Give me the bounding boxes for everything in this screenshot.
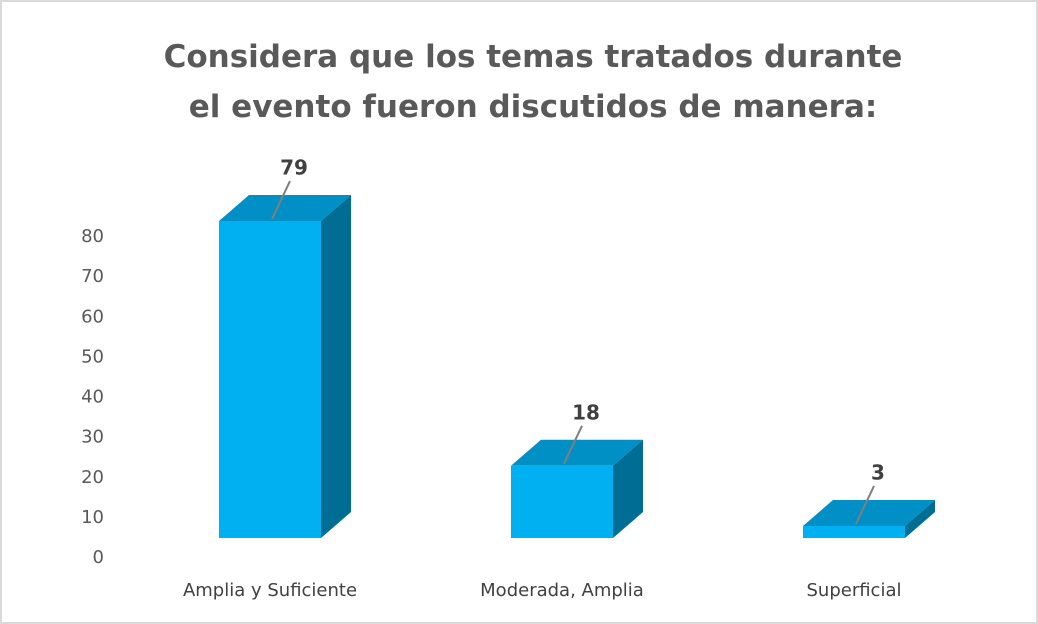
data-label: 79: [280, 156, 308, 180]
bar: [511, 465, 613, 538]
leader-line: [855, 485, 875, 525]
y-tick-label: 70: [81, 266, 104, 287]
y-tick-label: 30: [81, 427, 104, 448]
leader-line: [271, 180, 291, 220]
y-tick-label: 20: [81, 467, 104, 488]
bar-side: [905, 499, 935, 538]
leader-line: [563, 425, 583, 465]
x-tick-label: Superficial: [806, 580, 901, 601]
y-tick-label: 50: [81, 346, 104, 367]
x-tick-label: Amplia y Suficiente: [183, 580, 357, 601]
bar-top: [803, 499, 935, 526]
y-tick-label: 0: [93, 547, 104, 568]
bar-side: [321, 195, 351, 538]
y-tick-label: 10: [81, 507, 104, 528]
y-tick-label: 40: [81, 387, 104, 408]
data-label: 3: [871, 460, 885, 484]
data-label: 18: [572, 400, 600, 424]
bar-top: [511, 439, 643, 466]
x-tick-label: Moderada, Amplia: [480, 580, 644, 601]
bar-side: [613, 439, 643, 538]
bar: [219, 221, 321, 538]
chart-title: Considera que los temas tratados durante…: [163, 39, 903, 125]
bar-top: [219, 195, 351, 222]
y-tick-label: 80: [81, 226, 104, 247]
bar: [803, 525, 905, 538]
y-tick-label: 60: [81, 306, 104, 327]
